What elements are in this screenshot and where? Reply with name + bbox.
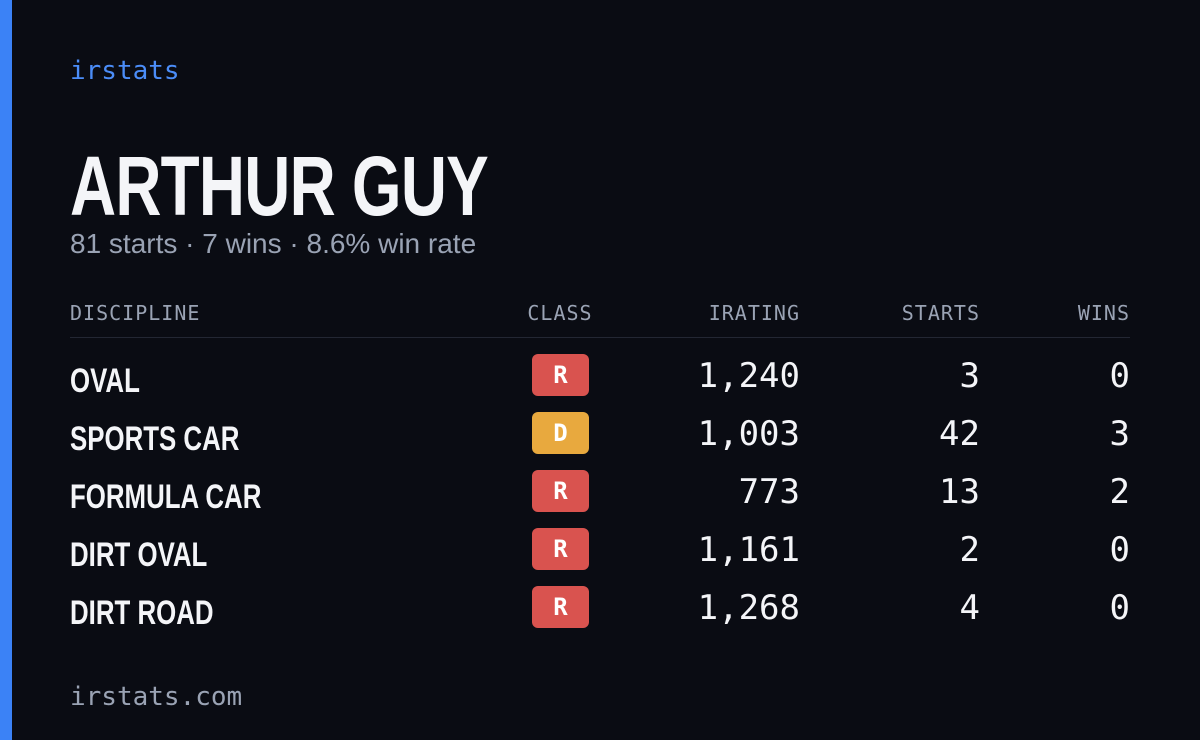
- stat-value: 0: [1109, 356, 1130, 396]
- stat-value: 3: [1109, 414, 1130, 454]
- column-header: STARTS: [901, 301, 980, 325]
- stat-value: 1,161: [697, 530, 800, 570]
- stat-value: 0: [1109, 530, 1130, 570]
- driver-name: ARTHUR GUY: [70, 139, 489, 233]
- header-rule: [70, 337, 1130, 338]
- stat-value: 4: [959, 588, 980, 628]
- class-badge: R: [532, 528, 589, 570]
- class-badge: R: [532, 586, 589, 628]
- summary: 81 starts · 7 wins · 8.6% win rate: [70, 228, 477, 259]
- stat-value: 13: [939, 472, 980, 512]
- stat-value: 2: [1109, 472, 1130, 512]
- footer: irstats.com: [70, 682, 243, 712]
- column-header: CLASS: [527, 301, 593, 325]
- discipline: SPORTS CAR: [70, 420, 240, 458]
- column-header: IRATING: [708, 301, 800, 325]
- stat-value: 1,268: [697, 588, 800, 628]
- class-badge: R: [532, 354, 589, 396]
- column-header: WINS: [1077, 301, 1130, 325]
- class-badge: D: [532, 412, 589, 454]
- class-badge: R: [532, 470, 589, 512]
- discipline: DIRT OVAL: [70, 536, 208, 574]
- stat-value: 1,003: [697, 414, 800, 454]
- brand: irstats: [70, 56, 180, 86]
- discipline: OVAL: [70, 362, 140, 400]
- stat-value: 2: [959, 530, 980, 570]
- stat-value: 1,240: [697, 356, 800, 396]
- discipline: FORMULA CAR: [70, 478, 262, 516]
- stat-value: 42: [939, 414, 980, 454]
- stat-value: 3: [959, 356, 980, 396]
- accent-bar: [0, 0, 12, 740]
- column-header: DISCIPLINE: [70, 301, 201, 325]
- stat-value: 0: [1109, 588, 1130, 628]
- discipline: DIRT ROAD: [70, 594, 214, 632]
- stat-value: 773: [738, 472, 800, 512]
